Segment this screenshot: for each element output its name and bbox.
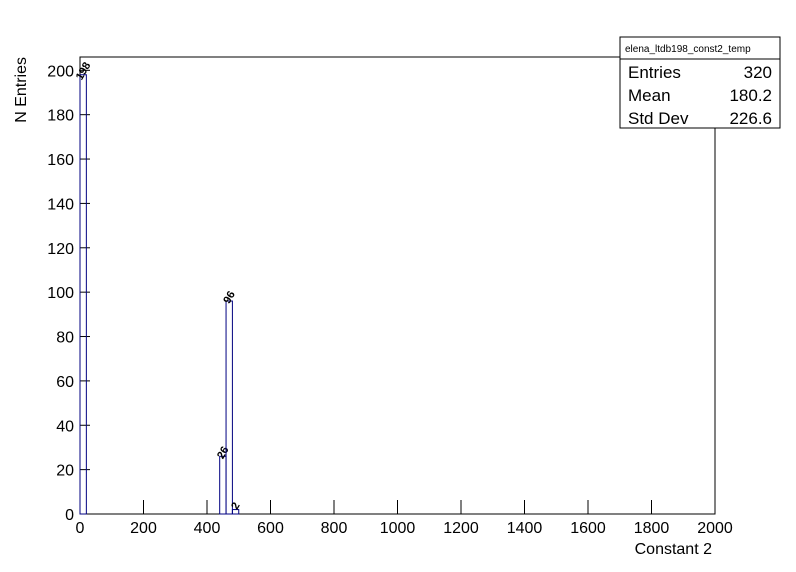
y-tick-label: 120: [47, 241, 74, 258]
bar: [225, 300, 233, 515]
y-tick-label: 0: [65, 507, 74, 524]
y-tick-label: 80: [56, 330, 74, 347]
x-tick-label: 200: [130, 520, 157, 537]
stats-box: elena_ltdb198_const2_temp Entries 320 Me…: [619, 36, 781, 129]
stats-value: 226.6: [729, 109, 772, 128]
x-tick-label: 1200: [443, 520, 479, 537]
y-tick-label: 180: [47, 108, 74, 125]
stats-key: Entries: [628, 63, 681, 82]
bar: [219, 455, 227, 515]
y-tick-label: 40: [56, 418, 74, 435]
bar: [79, 74, 87, 515]
data-label: 96: [221, 289, 238, 306]
stats-frame: [619, 36, 781, 129]
x-tick-label: 1600: [570, 520, 606, 537]
y-axis-label: N Entries: [13, 57, 30, 123]
y-tick-label: 20: [56, 463, 74, 480]
data-label: 2: [229, 500, 242, 511]
bar: [231, 509, 240, 515]
x-tick-label: 1400: [507, 520, 543, 537]
stats-value: 180.2: [729, 86, 772, 105]
y-tick-label: 60: [56, 374, 74, 391]
stats-title: elena_ltdb198_const2_temp: [625, 44, 751, 55]
x-tick-label: 1000: [380, 520, 416, 537]
x-tick-label: 1800: [634, 520, 670, 537]
x-tick-label: 800: [321, 520, 348, 537]
x-tick-label: 0: [76, 520, 85, 537]
x-tick-label: 2000: [697, 520, 733, 537]
y-tick-label: 200: [47, 63, 74, 80]
y-tick-label: 100: [47, 285, 74, 302]
y-tick-label: 160: [47, 152, 74, 169]
y-tick-label: 140: [47, 196, 74, 213]
x-axis-label: Constant 2: [635, 541, 712, 558]
x-tick-label: 400: [194, 520, 221, 537]
data-label: 198: [74, 60, 94, 82]
stats-key: Mean: [628, 86, 671, 105]
x-tick-label: 600: [257, 520, 284, 537]
stats-value: 320: [744, 63, 772, 82]
data-label: 26: [215, 445, 232, 462]
stats-key: Std Dev: [628, 109, 689, 128]
